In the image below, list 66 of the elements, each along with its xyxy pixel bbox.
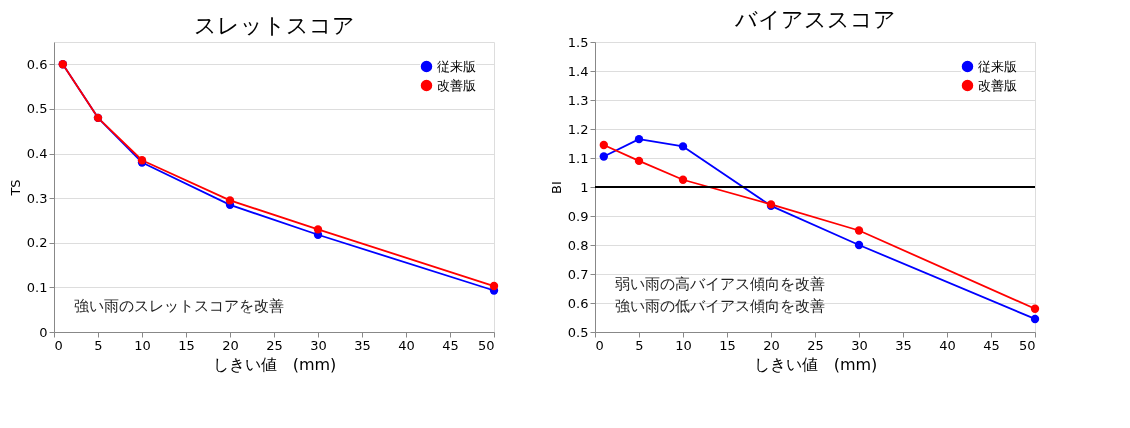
y-axis-title: TS <box>7 179 23 197</box>
point <box>678 142 688 151</box>
x-tick-label: 35 <box>895 337 912 353</box>
x-tick-label: 5 <box>94 337 103 353</box>
x-tick-label: 20 <box>763 337 780 353</box>
y-tick-label: 1.5 <box>567 34 589 50</box>
y-tick-label: 0.9 <box>567 208 589 224</box>
y-tick-label: 0.6 <box>26 56 48 72</box>
x-tick-label: 45 <box>983 337 1000 353</box>
y-tick-label: 0.4 <box>26 146 48 162</box>
x-tick-label: 40 <box>939 337 956 353</box>
legend-label: 従来版 <box>437 58 476 74</box>
x-tick-label: 30 <box>851 337 868 353</box>
legend-label: 改善版 <box>437 77 476 93</box>
point <box>1030 304 1040 313</box>
point <box>854 226 864 235</box>
point <box>854 240 864 250</box>
x-tick-label: 0 <box>595 337 604 353</box>
y-tick-label: 0 <box>39 324 48 340</box>
y-tick-label: 1.1 <box>567 150 589 166</box>
point <box>678 175 688 184</box>
point <box>313 225 323 234</box>
annotation: 弱い雨の高バイアス傾向を改善 <box>615 275 825 293</box>
x-tick-label: 15 <box>719 337 736 353</box>
point <box>225 196 235 205</box>
y-tick-label: 0.5 <box>26 101 48 117</box>
chart-title: スレットスコア <box>193 13 355 38</box>
y-tick-label: 1.3 <box>567 92 589 108</box>
x-tick-label: 45 <box>442 337 459 353</box>
point <box>634 134 644 144</box>
point <box>489 281 499 291</box>
x-tick-label: 0 <box>54 337 63 353</box>
y-tick-label: 0.6 <box>567 295 589 311</box>
x-tick-label: 5 <box>635 337 644 353</box>
x-tick-label: 10 <box>134 337 151 353</box>
point <box>634 156 644 166</box>
legend-label: 従来版 <box>978 58 1017 74</box>
x-tick-label: 40 <box>398 337 415 353</box>
x-tick-label: 30 <box>310 337 327 353</box>
x-tick-label: 25 <box>266 337 283 353</box>
x-axis-title: しきい値 (mm) <box>212 354 337 374</box>
annotation: 強い雨の低バイアス傾向を改善 <box>615 297 825 315</box>
y-tick-label: 0.1 <box>26 279 48 295</box>
y-tick-label: 0.8 <box>567 237 589 253</box>
legend-label: 改善版 <box>978 77 1017 93</box>
x-tick-label: 10 <box>675 337 692 353</box>
y-tick-label: 1.4 <box>567 63 589 79</box>
y-axis-title: BI <box>548 181 564 194</box>
x-tick-label: 25 <box>807 337 824 353</box>
chart-title: バイアススコア <box>733 7 896 32</box>
x-axis-title: しきい値 (mm) <box>753 354 878 374</box>
point <box>599 140 608 150</box>
point <box>1030 314 1040 324</box>
x-tick-label: 50 <box>477 337 495 353</box>
y-tick-label: 0.7 <box>567 266 589 282</box>
y-tick-label: 0.5 <box>567 324 589 340</box>
x-tick-label: 20 <box>222 337 239 353</box>
y-tick-label: 1.2 <box>567 121 589 137</box>
x-tick-label: 50 <box>1018 337 1036 353</box>
y-tick-label: 1 <box>580 179 589 195</box>
x-tick-label: 35 <box>354 337 371 353</box>
y-tick-label: 0.2 <box>26 235 48 251</box>
annotation: 強い雨のスレットスコアを改善 <box>74 297 284 315</box>
y-tick-label: 0.3 <box>26 190 48 206</box>
point <box>599 152 608 161</box>
x-tick-label: 15 <box>178 337 195 353</box>
